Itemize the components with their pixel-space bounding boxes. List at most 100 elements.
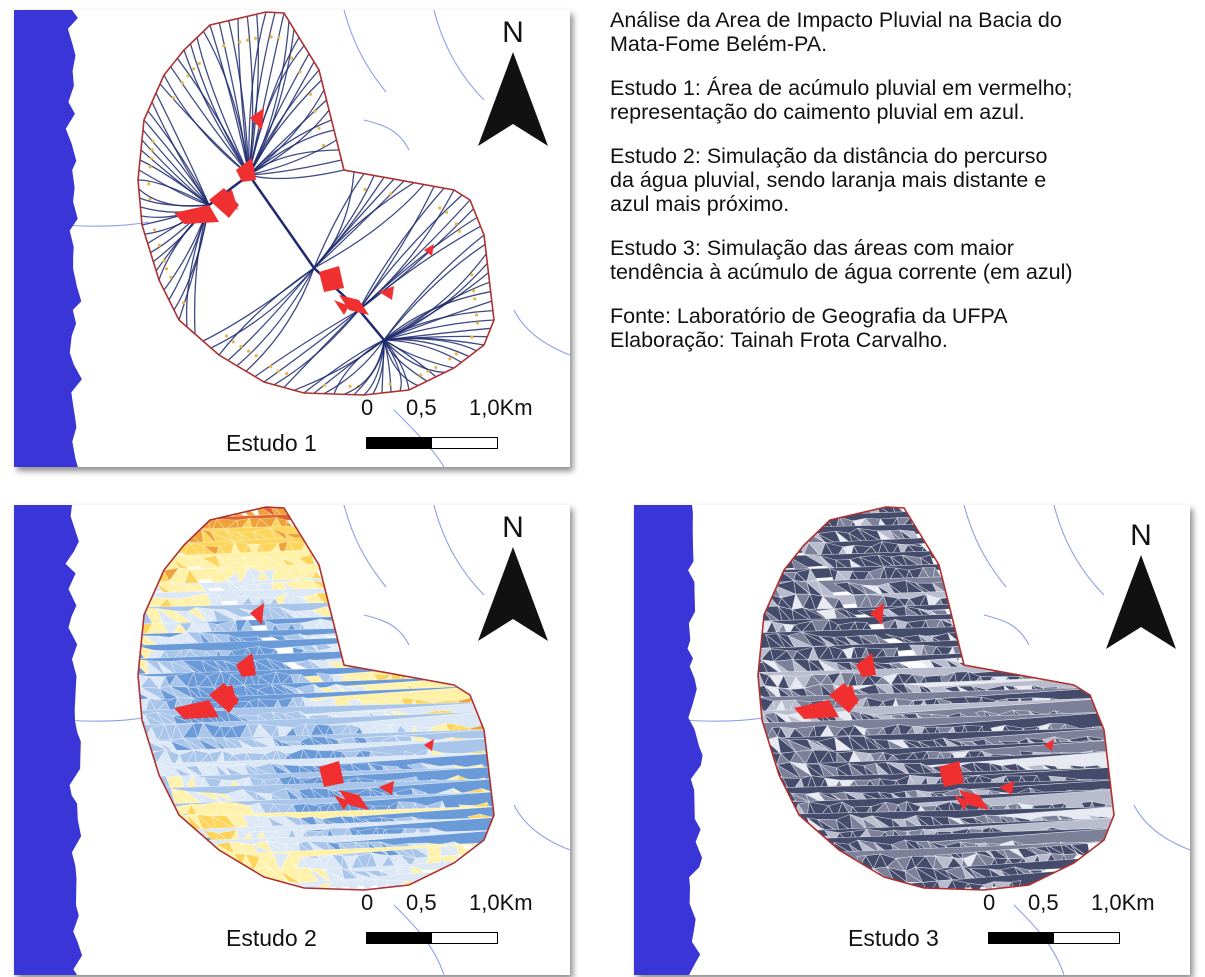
flow-line xyxy=(358,225,481,311)
mesh-triangle xyxy=(758,519,1114,546)
flow-line xyxy=(237,18,250,176)
flow-line xyxy=(248,169,345,180)
flow-line xyxy=(383,339,437,378)
accumulation-area xyxy=(236,158,256,182)
river-4 xyxy=(1133,804,1190,851)
flow-line xyxy=(383,234,485,341)
accumulation-area xyxy=(959,790,989,810)
flow-point xyxy=(321,143,325,147)
coastline-water xyxy=(634,505,703,975)
flow-point xyxy=(269,365,273,369)
flow-line xyxy=(210,267,315,349)
river-0 xyxy=(343,505,387,588)
scale-tick-0: 0 xyxy=(983,890,996,915)
description-study-1: Estudo 1: Área de acúmulo pluvial em ver… xyxy=(610,76,1073,124)
flow-line xyxy=(189,43,250,176)
flow-point xyxy=(162,259,166,263)
flow-line xyxy=(248,53,310,176)
flow-point xyxy=(472,289,476,293)
accumulation-area xyxy=(319,761,344,787)
river-0 xyxy=(343,10,387,93)
accumulation-area xyxy=(250,108,264,130)
north-label: N xyxy=(502,16,524,49)
flow-line xyxy=(248,45,305,176)
north-label: N xyxy=(502,511,524,544)
accumulation-area xyxy=(939,761,964,787)
accumulation-area xyxy=(424,739,434,751)
flow-line xyxy=(209,24,250,176)
flow-line xyxy=(248,14,260,176)
flow-line xyxy=(358,187,445,311)
flow-line xyxy=(141,139,210,206)
flow-line xyxy=(248,11,267,176)
mesh-triangle xyxy=(330,879,345,890)
flow-point xyxy=(434,365,438,370)
river-2 xyxy=(1053,505,1105,596)
flow-line xyxy=(358,199,471,311)
accumulation-area xyxy=(236,653,256,677)
map-label: Estudo 2 xyxy=(226,925,317,951)
map-canvas-estudo-3 xyxy=(634,505,1190,975)
accumulation-area xyxy=(1044,739,1054,751)
flow-line xyxy=(248,79,322,176)
flow-point xyxy=(238,40,242,44)
flow-line xyxy=(228,20,250,176)
flow-line xyxy=(383,319,495,341)
flow-line xyxy=(383,339,462,363)
flow-point xyxy=(322,383,327,387)
flow-point xyxy=(254,354,258,358)
description-title: Análise da Area de Impacto Pluvial na Ba… xyxy=(610,8,1062,56)
map-canvas-estudo-2 xyxy=(14,505,570,975)
description-study-3: Estudo 3: Simulação das áreas com maior … xyxy=(610,236,1073,284)
flow-line xyxy=(159,83,250,176)
flow-point xyxy=(475,321,480,325)
mesh-triangle xyxy=(138,842,494,871)
main-channel xyxy=(208,173,385,341)
mesh-triangle xyxy=(440,854,461,867)
accumulation-area xyxy=(319,266,344,292)
flow-point xyxy=(150,148,154,152)
flow-line xyxy=(383,309,493,341)
flow-point xyxy=(192,67,196,71)
flow-point xyxy=(388,192,393,196)
scale-tick-1-0: 1,0Km xyxy=(469,395,533,420)
river-0 xyxy=(963,505,1007,588)
flow-point xyxy=(445,210,449,214)
mesh-triangle xyxy=(138,507,494,532)
description-study-2: Estudo 2: Simulação da distância do perc… xyxy=(610,144,1048,216)
flow-line xyxy=(313,173,365,269)
flow-point xyxy=(454,352,458,356)
flow-point xyxy=(454,222,458,226)
scale-bar-graphic xyxy=(366,932,498,944)
flow-line xyxy=(313,180,405,269)
river-4 xyxy=(513,804,570,851)
north-arrow-icon xyxy=(478,52,548,146)
flow-line xyxy=(383,339,392,393)
flow-line xyxy=(303,339,385,394)
flow-line xyxy=(383,281,490,341)
scale-tick-1-0: 1,0Km xyxy=(1091,890,1155,915)
flow-line xyxy=(383,291,491,341)
flow-point xyxy=(239,344,243,349)
accumulation-area xyxy=(339,295,369,315)
flow-line xyxy=(151,101,210,206)
flow-line xyxy=(245,267,315,372)
flow-line xyxy=(183,49,250,176)
flow-line xyxy=(236,267,315,367)
flow-point xyxy=(231,340,235,344)
accumulation-area xyxy=(794,700,839,719)
flow-point xyxy=(313,109,317,113)
map-canvas-estudo-1 xyxy=(14,10,570,467)
flow-point xyxy=(285,371,289,376)
flow-point xyxy=(457,229,461,233)
coastline-water xyxy=(14,505,83,975)
north-arrow-icon xyxy=(478,547,548,641)
flow-point xyxy=(348,384,352,388)
scale-tick-0-5: 0,5 xyxy=(406,395,437,420)
flow-line xyxy=(147,110,210,206)
north-arrow: N xyxy=(1106,521,1176,651)
flow-point xyxy=(277,35,281,39)
basin-outline xyxy=(757,506,1115,891)
flow-point xyxy=(470,273,474,277)
map-label: Estudo 3 xyxy=(848,925,939,951)
